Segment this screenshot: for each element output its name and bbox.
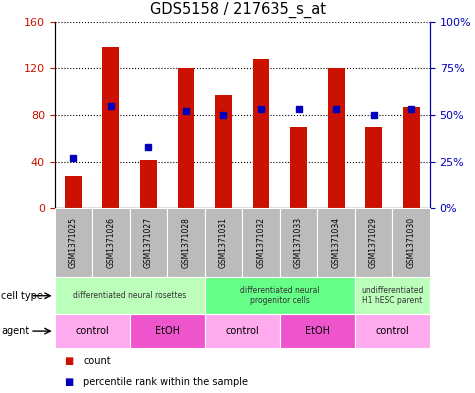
Text: differentiated neural
progenitor cells: differentiated neural progenitor cells (240, 286, 320, 305)
Bar (365, 127, 382, 208)
Bar (403, 107, 419, 208)
Bar (290, 127, 307, 208)
Text: GDS5158 / 217635_s_at: GDS5158 / 217635_s_at (150, 2, 325, 18)
Text: agent: agent (1, 326, 29, 336)
Bar (328, 68, 344, 208)
Text: GSM1371027: GSM1371027 (144, 217, 153, 268)
Text: ■: ■ (64, 356, 73, 366)
Text: percentile rank within the sample: percentile rank within the sample (83, 377, 248, 387)
Text: control: control (375, 326, 409, 336)
Text: ■: ■ (64, 377, 73, 387)
Text: GSM1371028: GSM1371028 (181, 217, 190, 268)
Text: GSM1371032: GSM1371032 (256, 217, 266, 268)
Text: differentiated neural rosettes: differentiated neural rosettes (73, 291, 186, 300)
Bar (103, 47, 119, 208)
Bar (253, 59, 269, 208)
Text: GSM1371025: GSM1371025 (69, 217, 78, 268)
Text: GSM1371031: GSM1371031 (219, 217, 228, 268)
Text: control: control (75, 326, 109, 336)
Text: GSM1371030: GSM1371030 (407, 217, 416, 268)
Text: cell type: cell type (1, 291, 43, 301)
Text: control: control (225, 326, 259, 336)
Bar (215, 95, 232, 208)
Bar (65, 176, 82, 208)
Text: GSM1371033: GSM1371033 (294, 217, 303, 268)
Text: EtOH: EtOH (305, 326, 330, 336)
Text: count: count (83, 356, 111, 366)
Text: GSM1371029: GSM1371029 (369, 217, 378, 268)
Bar (178, 68, 194, 208)
Text: EtOH: EtOH (155, 326, 180, 336)
Text: GSM1371026: GSM1371026 (106, 217, 115, 268)
Text: undifferentiated
H1 hESC parent: undifferentiated H1 hESC parent (361, 286, 424, 305)
Text: GSM1371034: GSM1371034 (332, 217, 341, 268)
Bar (140, 160, 157, 208)
